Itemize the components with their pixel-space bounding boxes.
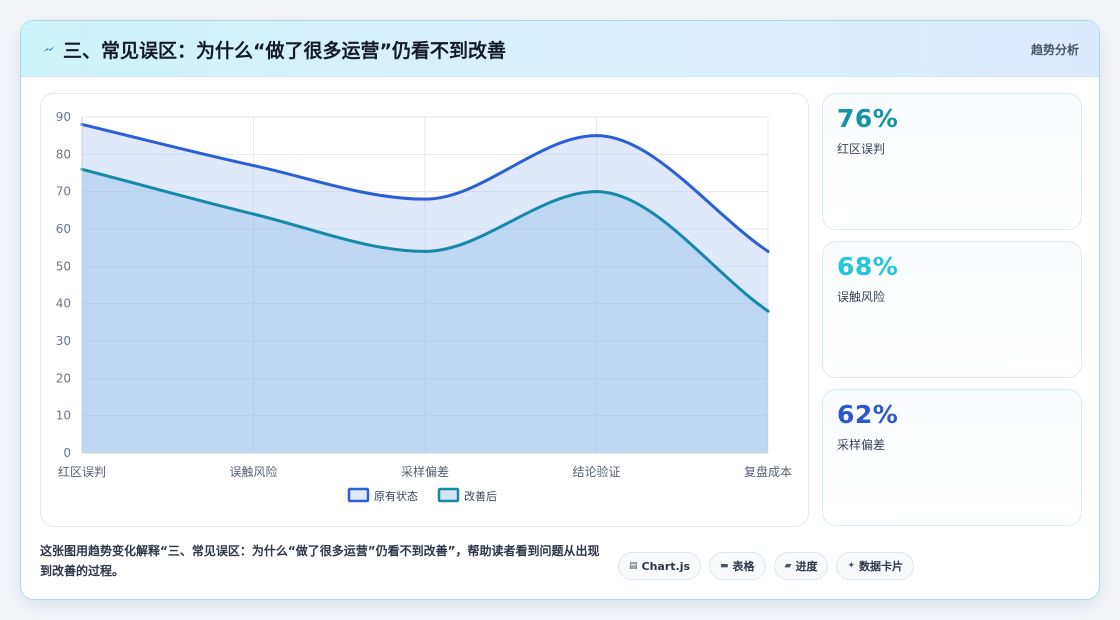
stat-card: 62% 采样偏差	[822, 389, 1082, 526]
table-icon: ▬	[720, 561, 729, 571]
data-point	[423, 249, 427, 253]
chip-chartjs[interactable]: ▤ Chart.js	[618, 552, 702, 580]
legend-swatch	[347, 487, 370, 503]
series-area	[82, 169, 768, 453]
legend-label: 原有状态	[374, 489, 418, 503]
page-title: 三、常见误区：为什么“做了很多运营”仍看不到改善	[63, 40, 506, 62]
stat-value: 68%	[837, 252, 899, 281]
data-point	[423, 197, 427, 201]
x-tick-label: 采样偏差	[401, 464, 449, 479]
chip-label: 进度	[795, 560, 818, 573]
chip-label: 数据卡片	[859, 560, 904, 573]
chip-label: Chart.js	[641, 559, 691, 573]
y-tick-label: 30	[56, 334, 71, 348]
header-tag: 趋势分析	[1030, 43, 1079, 57]
progress-icon: ▰	[784, 561, 792, 571]
legend-swatch	[437, 487, 460, 503]
x-tick-label: 结论验证	[572, 464, 620, 479]
card: 三、常见误区：为什么“做了很多运营”仍看不到改善 趋势分析 0 10 20 30 40 5…	[20, 20, 1100, 600]
data-point	[252, 164, 255, 168]
stat-label: 误触风险	[837, 290, 886, 304]
stat-value: 62%	[837, 400, 899, 429]
series-area	[82, 124, 768, 453]
y-tick-label: 60	[56, 222, 71, 236]
caption: 这张图用趋势变化解释“三、常见误区：为什么“做了很多运营”仍看不到改善”，帮助读…	[40, 544, 600, 578]
y-tick-label: 10	[56, 409, 71, 423]
stat-value: 76%	[837, 104, 899, 133]
data-point	[595, 190, 598, 194]
header: 三、常见误区：为什么“做了很多运营”仍看不到改善 趋势分析	[21, 21, 1099, 77]
tag-chips: ▤ Chart.js ▬ 表格 ▰ 进度 ✦ 数据卡片	[618, 552, 915, 580]
chip-data-cards[interactable]: ✦ 数据卡片	[836, 552, 915, 580]
legend-label: 改善后	[464, 489, 497, 503]
y-tick-label: 70	[56, 185, 71, 199]
stat-card: 76% 红区误判	[822, 93, 1082, 230]
chip-table[interactable]: ▬ 表格	[709, 552, 766, 580]
y-tick-label: 40	[56, 297, 71, 311]
chip-progress[interactable]: ▰ 进度	[773, 552, 829, 580]
stat-label: 采样偏差	[837, 438, 886, 452]
chart-icon: ▤	[629, 561, 638, 571]
data-point	[766, 249, 770, 253]
y-tick-label: 50	[56, 259, 71, 273]
x-tick-label: 复盘成本	[744, 464, 792, 479]
stat-card: 68% 误触风险	[822, 241, 1082, 378]
data-point	[766, 309, 770, 313]
x-tick-label: 误触风险	[229, 464, 277, 479]
chart-panel: 0 10 20 30 40 50 60 70 80 90 红区误判 误触风险 采样偏差 结论验证 复盘成本原…	[40, 93, 809, 527]
data-point	[252, 212, 255, 216]
y-tick-label: 20	[56, 371, 71, 385]
area-chart: 0 10 20 30 40 50 60 70 80 90 红区误判 误触风险 采样偏差 结论验证 复盘成本原…	[56, 110, 792, 503]
x-tick-label: 红区误判	[58, 464, 106, 479]
stat-label: 红区误判	[837, 142, 886, 156]
y-tick-label: 0	[63, 446, 71, 460]
y-tick-label: 80	[56, 147, 71, 161]
data-point	[595, 134, 598, 138]
chip-label: 表格	[732, 560, 755, 573]
sparkle-icon: ✦	[847, 561, 856, 571]
lightning-icon	[43, 46, 55, 52]
y-tick-label: 90	[56, 110, 71, 124]
